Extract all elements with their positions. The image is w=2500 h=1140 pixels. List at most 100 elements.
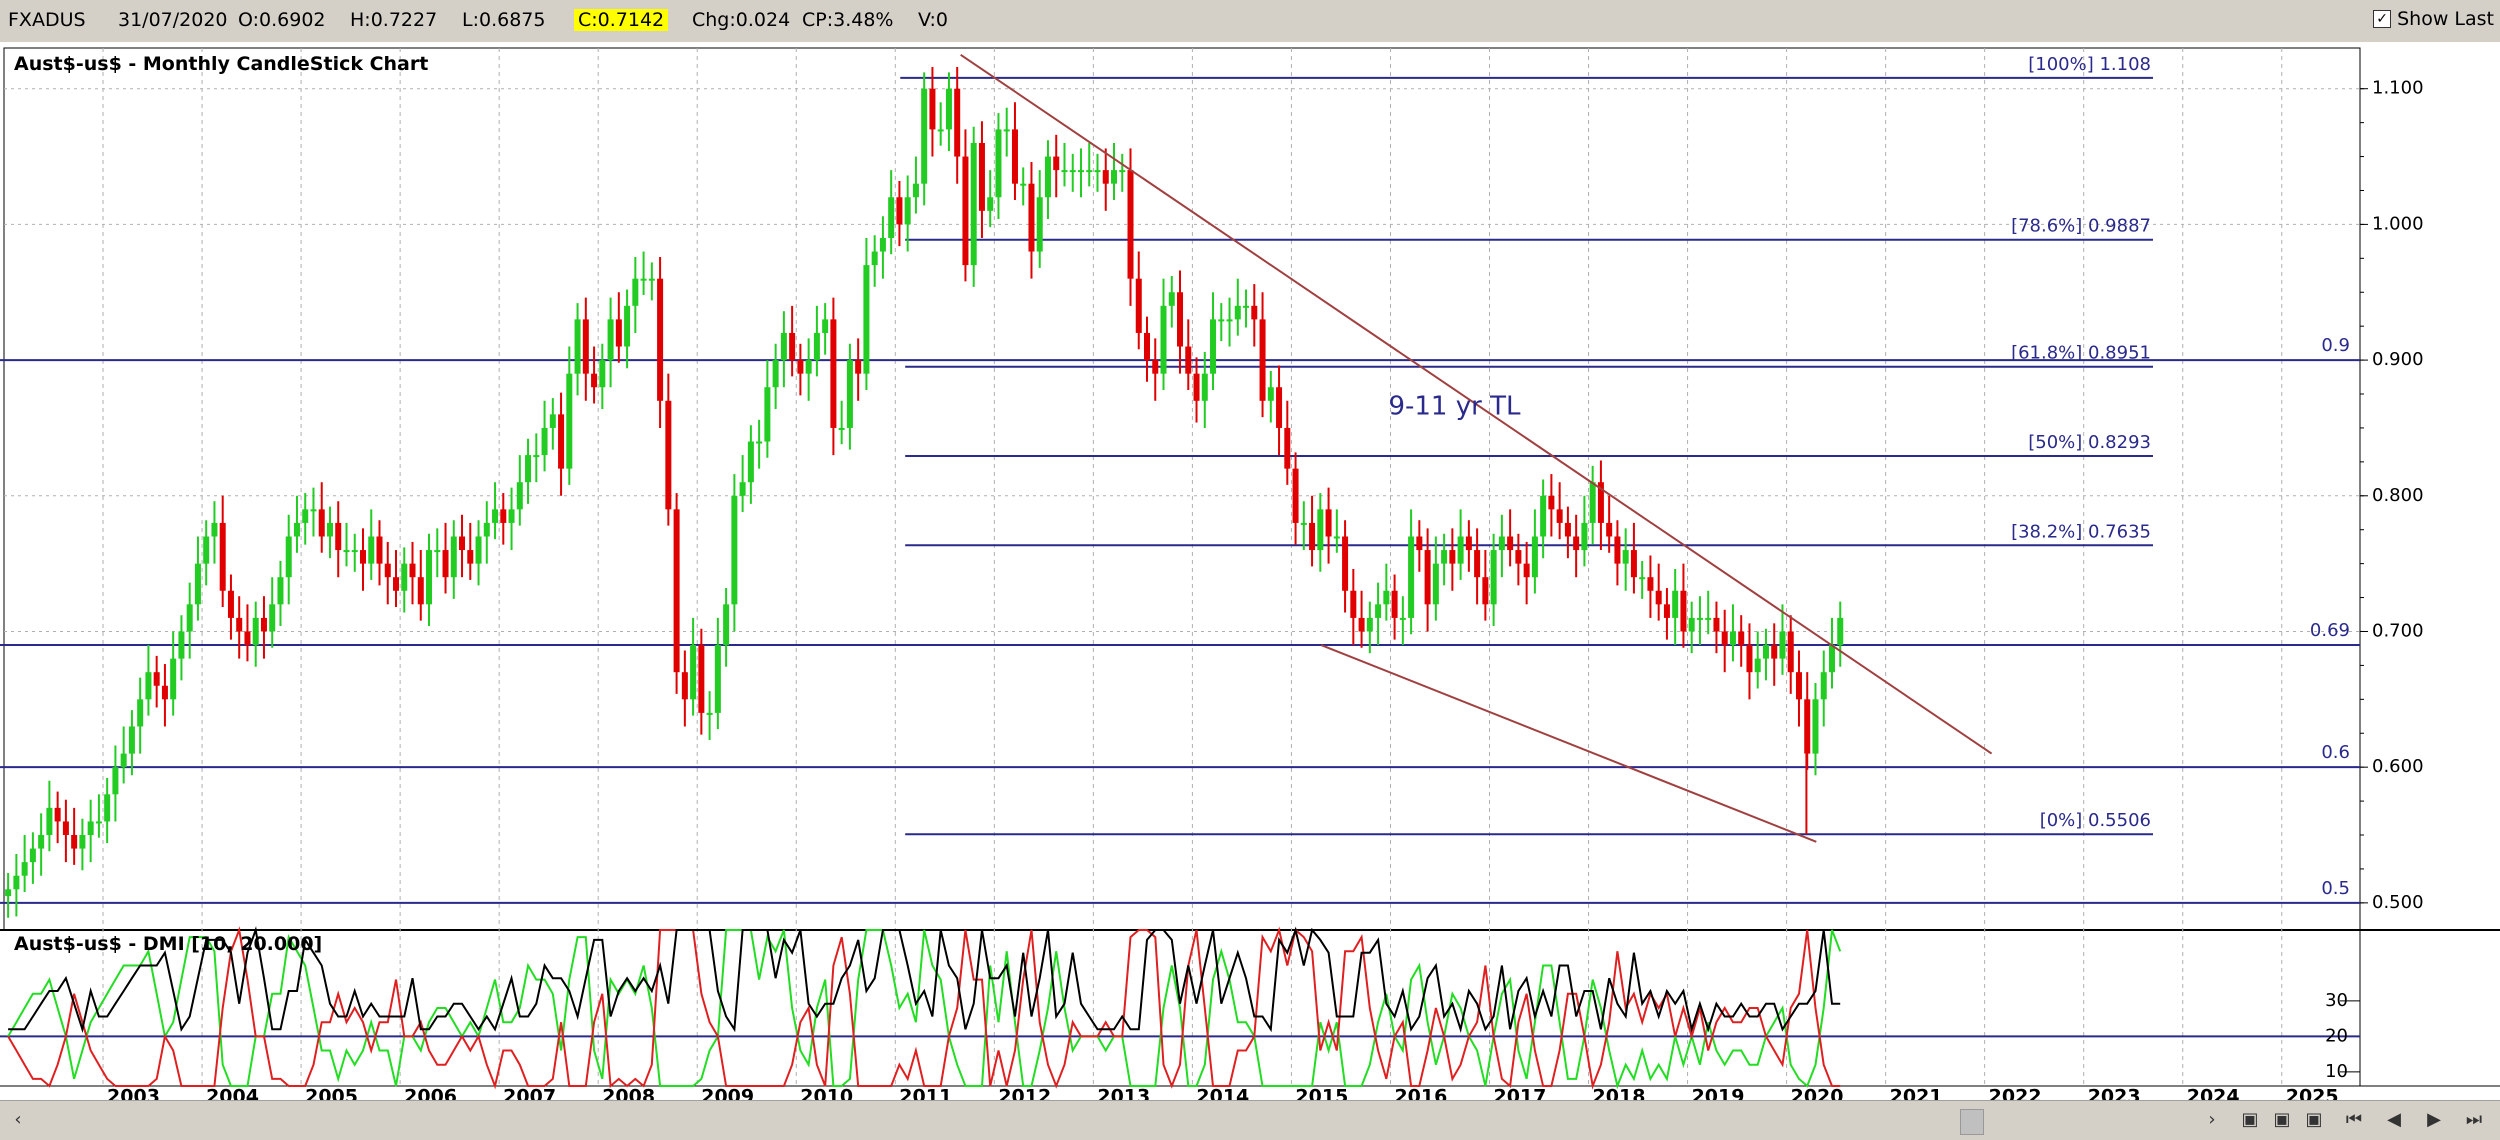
candle-body	[1639, 577, 1646, 580]
fib-level-label: [38.2%] 0.7635	[2011, 521, 2151, 542]
candle-body	[13, 875, 20, 890]
candle-body	[1127, 170, 1134, 279]
candle-body	[318, 509, 325, 537]
dmi-y-tick-label: 10	[2325, 1061, 2348, 1082]
show-last-toggle[interactable]: ✓ Show Last	[2373, 8, 2494, 30]
candle-body	[1044, 156, 1051, 198]
candle-body	[1573, 536, 1580, 551]
reset-zoom-icon[interactable]: ▣	[2305, 1109, 2323, 1130]
scroll-left-button[interactable]: ‹	[14, 1109, 22, 1130]
candle-body	[1713, 617, 1720, 632]
candle-body	[1416, 536, 1423, 551]
candle-body	[1011, 129, 1018, 184]
candle-body	[1366, 617, 1373, 632]
candle-body	[780, 332, 787, 361]
candle-body	[1441, 550, 1448, 564]
candle-body	[582, 319, 589, 374]
y-tick-label: 0.700	[2372, 620, 2424, 641]
candle-body	[566, 373, 573, 469]
candle-body	[657, 278, 664, 401]
candle-body	[376, 536, 383, 564]
zoom-in-icon[interactable]: ▣	[2241, 1109, 2259, 1130]
candle-body	[500, 509, 507, 523]
candle-body	[1432, 563, 1439, 605]
trendline	[1320, 644, 1817, 843]
last-button[interactable]: ⏭	[2465, 1109, 2483, 1130]
candle-body	[401, 563, 408, 591]
candle-body	[838, 427, 845, 430]
candle-body	[1300, 522, 1307, 525]
fib-level-label: [100%] 1.108	[2028, 54, 2151, 75]
first-button[interactable]: ⏮	[2345, 1109, 2363, 1130]
candle-body	[813, 332, 820, 361]
candle-body	[871, 251, 878, 266]
candle-body	[1325, 509, 1332, 537]
candle-body	[1762, 645, 1769, 659]
candle-body	[1267, 387, 1274, 401]
support-line-label: 0.5	[2321, 878, 2350, 899]
dmi-minus-line	[7, 926, 1841, 1090]
candle-body	[1738, 631, 1745, 646]
date-label: 31/07/2020	[118, 9, 228, 31]
candle-body	[929, 88, 936, 130]
close-label: C:0.7142	[574, 9, 669, 31]
candle-body	[1837, 617, 1844, 646]
candle-body	[1663, 604, 1670, 618]
zoom-out-icon[interactable]: ▣	[2273, 1109, 2291, 1130]
candle-body	[71, 835, 78, 849]
candle-body	[38, 835, 45, 849]
candle-body	[1243, 305, 1250, 308]
next-button[interactable]: ▶	[2427, 1109, 2441, 1130]
candle-body	[186, 604, 193, 632]
candle-body	[1383, 590, 1390, 605]
candle-body	[1358, 617, 1365, 632]
bottom-navigation: ‹ › ▣ ▣ ▣ ⏮ ◀ ▶ ⏭	[0, 1100, 2500, 1140]
y-tick-label: 0.600	[2372, 756, 2424, 777]
show-last-checkbox[interactable]: ✓	[2373, 10, 2392, 28]
candle-body	[417, 577, 424, 605]
candle-body	[1333, 536, 1340, 539]
scroll-right-button[interactable]: ›	[2208, 1109, 2216, 1130]
change-label: Chg:0.024	[692, 9, 791, 31]
candle-body	[343, 550, 350, 553]
scrollbar-thumb[interactable]	[1960, 1109, 1984, 1135]
prev-button[interactable]: ◀	[2387, 1109, 2401, 1130]
candlestick-chart[interactable]: 2003 2004 2005 2006 2007 2008 2009 2010 2011 2012…	[0, 42, 2500, 1100]
x-tick-label: 2014	[1196, 1086, 1249, 1101]
candle-body	[1795, 672, 1802, 700]
candle-body	[1152, 360, 1159, 374]
candle-body	[665, 400, 672, 510]
candle-body	[1672, 590, 1679, 618]
candle-body	[574, 319, 581, 374]
candle-body	[227, 590, 234, 618]
candle-body	[1449, 550, 1456, 564]
candle-body	[1556, 509, 1563, 523]
candle-body	[607, 319, 614, 361]
candle-body	[995, 129, 1002, 198]
candle-body	[145, 672, 152, 700]
candle-body	[855, 360, 862, 374]
candle-body	[1160, 305, 1167, 374]
candle-body	[483, 522, 490, 537]
x-tick-label: 2006	[404, 1086, 457, 1101]
dmi-plus-line	[7, 929, 1842, 1090]
candle-body	[978, 142, 985, 211]
symbol-label: FXADUS	[8, 9, 86, 31]
candle-body	[640, 278, 647, 281]
x-tick-label: 2023	[2088, 1086, 2141, 1101]
x-tick-label: 2007	[503, 1086, 556, 1101]
candle-body	[541, 427, 548, 456]
candle-body	[1102, 170, 1109, 184]
candle-body	[987, 197, 994, 211]
candle-body	[1507, 536, 1514, 551]
candle-body	[1177, 292, 1184, 347]
chart-area[interactable]: 2003 2004 2005 2006 2007 2008 2009 2010 2011 2012…	[0, 42, 2500, 1100]
candle-body	[624, 305, 631, 347]
support-line-label: 0.9	[2321, 335, 2350, 356]
candle-body	[426, 550, 433, 605]
candle-body	[1705, 617, 1712, 620]
candle-body	[1771, 645, 1778, 659]
candle-body	[1523, 563, 1530, 578]
candle-body	[351, 550, 358, 553]
x-tick-label: 2011	[899, 1086, 952, 1101]
